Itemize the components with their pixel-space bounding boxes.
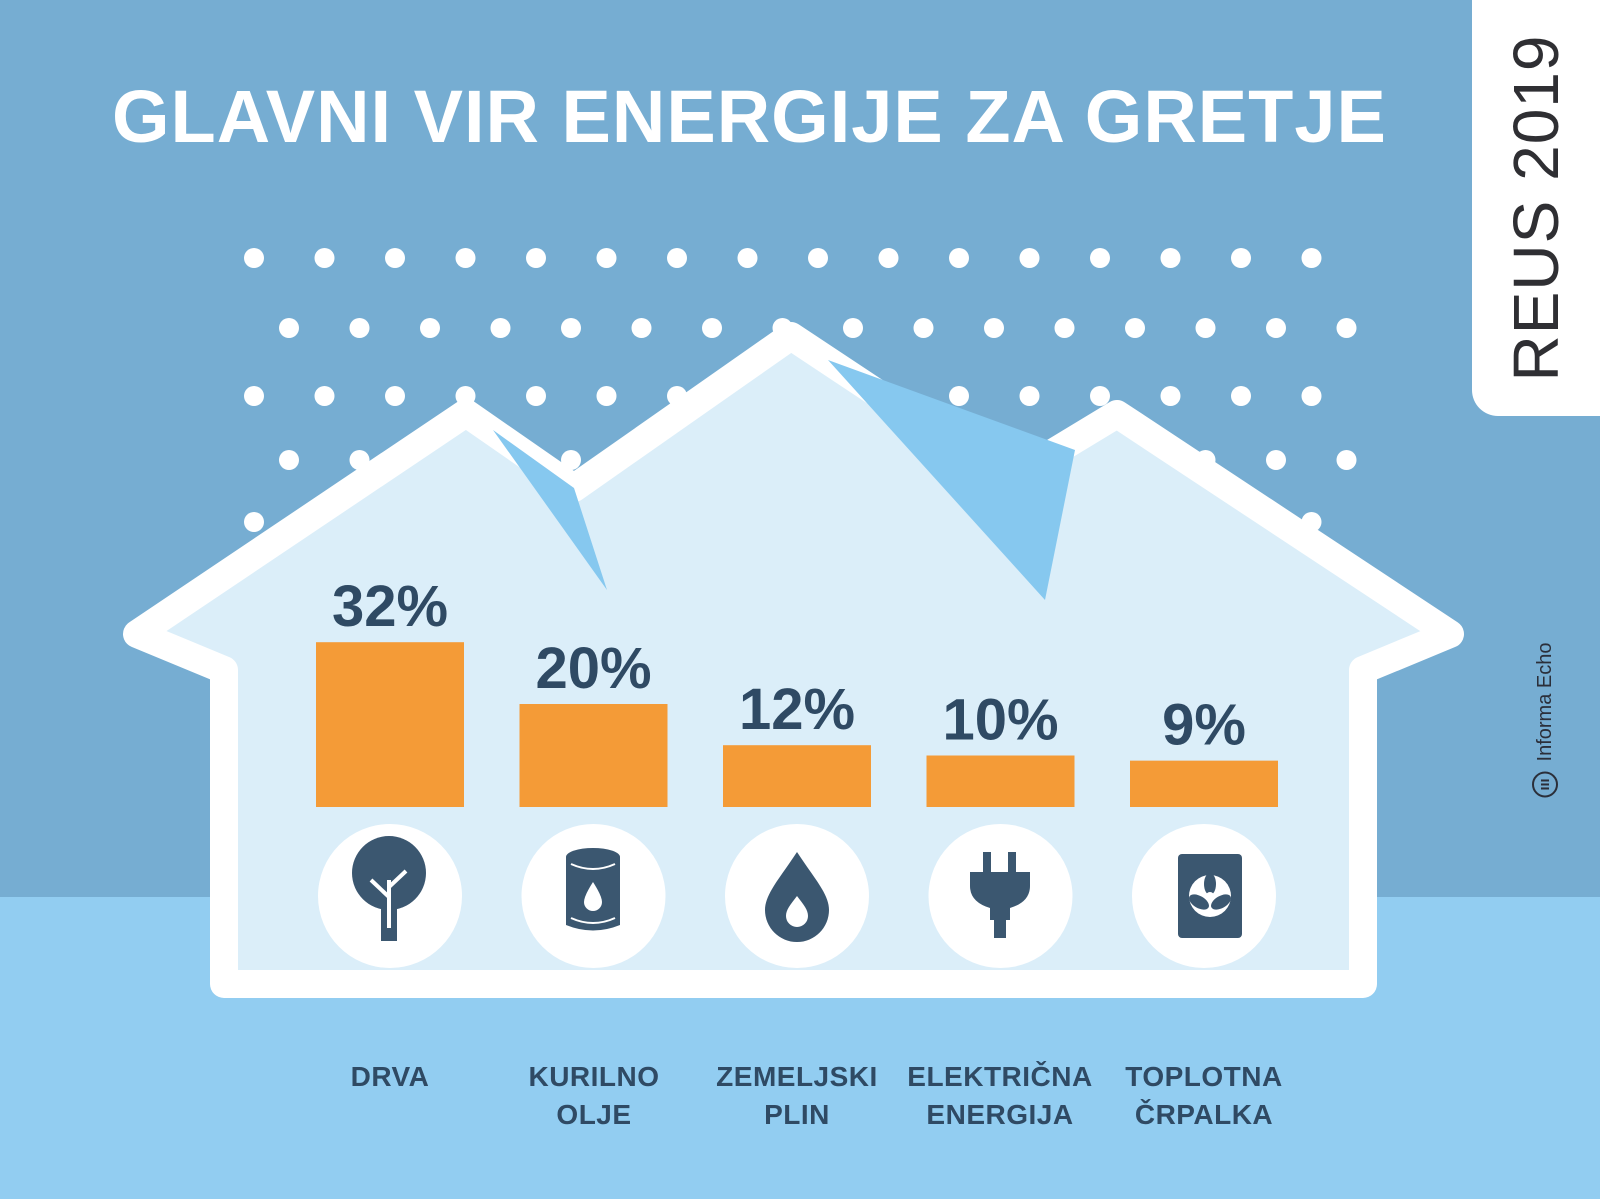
category-label-line1: ELEKTRIČNA [907, 1061, 1093, 1092]
snow-dot [984, 318, 1004, 338]
snow-dot [596, 386, 617, 406]
snow-dot [1160, 386, 1181, 406]
category-label-toplotna-crpalka: TOPLOTNA ČRPALKA [1094, 1058, 1314, 1134]
informa-logo-icon [1532, 771, 1558, 798]
chart-title: GLAVNI VIR ENERGIJE ZA GRETJE [112, 75, 1387, 158]
category-label-line2: OLJE [556, 1099, 632, 1130]
snow-dot [244, 248, 264, 268]
category-label-elektricna-energija: ELEKTRIČNA ENERGIJA [890, 1058, 1110, 1134]
category-label-zemeljski-plin: ZEMELJSKI PLIN [687, 1058, 907, 1134]
snow-dot [1125, 318, 1145, 338]
snow-dot [314, 248, 335, 268]
snow-dot [1160, 248, 1181, 268]
value-label-1: 32% [332, 574, 448, 639]
snow-dot [843, 318, 863, 338]
roof-accent-right [828, 360, 1075, 600]
snow-dot [1231, 386, 1251, 406]
category-label-line2: ENERGIJA [926, 1099, 1074, 1130]
value-label-3: 12% [739, 677, 855, 742]
oil-barrel-icon [566, 848, 620, 931]
snow-dot [1054, 318, 1075, 338]
snow-dot [596, 248, 617, 268]
heat-pump-icon [1178, 854, 1242, 938]
bar-4 [926, 755, 1075, 807]
value-label-4: 10% [942, 688, 1058, 753]
snow-dot [1301, 386, 1322, 406]
icons-layer [352, 836, 1242, 942]
source-credit: Informa Echo [1532, 643, 1558, 798]
snow-dot [349, 318, 370, 338]
snow-dot [949, 248, 969, 268]
snow-dot [385, 386, 405, 406]
category-label-line1: ZEMELJSKI [716, 1061, 878, 1092]
value-label-5: 9% [1162, 693, 1246, 758]
tree-icon [352, 836, 426, 941]
snow-dot [1019, 386, 1040, 406]
snow-dot [1336, 318, 1357, 338]
bar-5 [1130, 760, 1278, 807]
snow-dot [1090, 248, 1110, 268]
snow-dot [1090, 386, 1110, 406]
snow-dot [702, 318, 722, 338]
snow-dot [420, 318, 440, 338]
snow-dot [1231, 248, 1251, 268]
snow-dot [913, 318, 934, 338]
snow-dot [279, 318, 299, 338]
category-label-line1: KURILNO [528, 1061, 660, 1092]
category-label-drva: DRVA [280, 1058, 500, 1096]
snow-dot [1195, 318, 1216, 338]
power-plug-icon [970, 852, 1030, 938]
snow-dot [1336, 450, 1357, 470]
snow-dot [631, 318, 652, 338]
bars-layer [316, 642, 1278, 807]
bar-1 [316, 642, 464, 807]
snow-dot [561, 450, 581, 470]
bar-3 [723, 745, 871, 807]
snow-dot [244, 512, 264, 532]
bar-2 [519, 704, 668, 807]
snow-dot [561, 318, 581, 338]
survey-tag: REUS 2019 [1472, 0, 1600, 416]
snow-dot [385, 248, 405, 268]
snow-dot [808, 248, 828, 268]
category-label-line1: TOPLOTNA [1125, 1061, 1283, 1092]
snow-dot [1301, 248, 1322, 268]
category-label-kurilno-olje: KURILNO OLJE [484, 1058, 704, 1134]
snow-dot [490, 318, 511, 338]
snow-dot [949, 386, 969, 406]
snow-dot [279, 450, 299, 470]
gas-flame-icon [765, 852, 829, 942]
snow-dot [1266, 318, 1286, 338]
snow-dot [455, 248, 476, 268]
snow-dot [878, 248, 899, 268]
snow-dot [526, 248, 546, 268]
snow-dot [244, 386, 264, 406]
survey-tag-label: REUS 2019 [1500, 34, 1572, 382]
snow-dot [314, 386, 335, 406]
snow-dot [526, 386, 546, 406]
snow-dot [1266, 450, 1286, 470]
snow-dot [667, 248, 687, 268]
value-label-2: 20% [535, 636, 651, 701]
category-label-line2: PLIN [764, 1099, 830, 1130]
category-label-line1: DRVA [350, 1061, 430, 1092]
snow-dot [737, 248, 758, 268]
roof-accent-left [493, 430, 607, 590]
source-credit-text: Informa Echo [1533, 642, 1556, 762]
value-labels-layer: 32% 20% 12% 10% 9% [332, 574, 1246, 757]
category-label-line2: ČRPALKA [1134, 1099, 1274, 1130]
snow-dot [1019, 248, 1040, 268]
